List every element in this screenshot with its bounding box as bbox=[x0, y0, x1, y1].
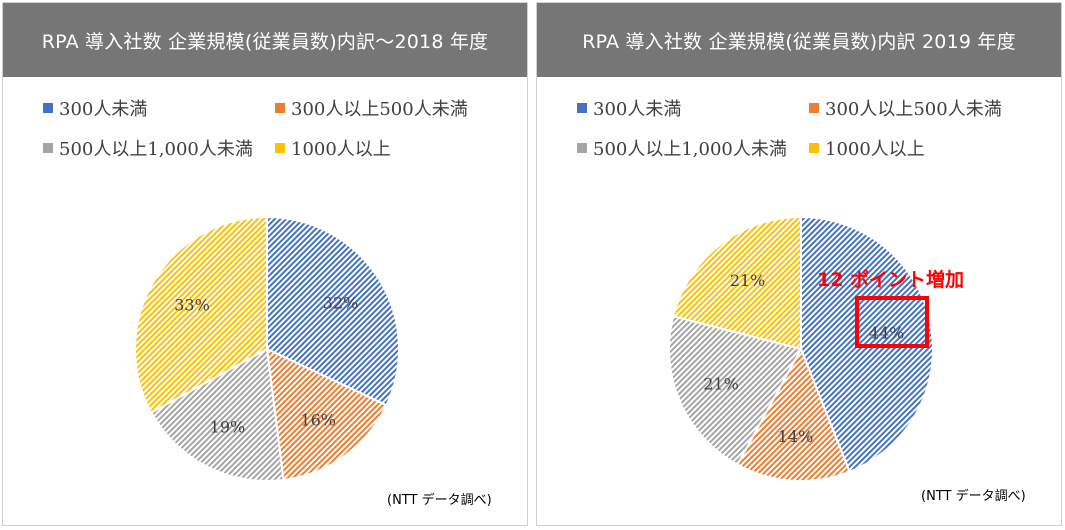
legend-item: 500人以上1,000人未満 bbox=[577, 135, 787, 161]
legend-swatch bbox=[809, 103, 819, 113]
slice-label: 19% bbox=[210, 418, 246, 437]
slice-300-500 bbox=[736, 346, 851, 482]
chart-title: RPA 導入社数 企業規模(従業員数)内訳 2019 年度 bbox=[537, 3, 1061, 77]
slice-1000-plus bbox=[671, 215, 802, 351]
legend-swatch bbox=[577, 143, 587, 153]
legend-label: 1000人以上 bbox=[825, 139, 925, 160]
slice-1000-plus bbox=[134, 215, 268, 414]
legend-label: 300人未満 bbox=[59, 99, 148, 120]
slice-300-500 bbox=[265, 347, 388, 482]
legend-item: 300人未満 bbox=[577, 95, 681, 121]
slice-label: 32% bbox=[323, 293, 359, 312]
legend-swatch bbox=[275, 103, 285, 113]
legend-label: 300人以上500人未満 bbox=[825, 99, 1002, 120]
callout-highlight-box bbox=[855, 296, 929, 348]
pie-chart: 44% 14% 21% 21% bbox=[668, 215, 934, 482]
legend-label: 300人以上500人未満 bbox=[291, 99, 468, 120]
legend-label: 500人以上1,000人未満 bbox=[593, 139, 787, 160]
legend-swatch bbox=[577, 103, 587, 113]
legend-swatch bbox=[43, 143, 53, 153]
slice-label: 16% bbox=[300, 410, 336, 429]
legend-swatch bbox=[43, 103, 53, 113]
slice-label: 14% bbox=[778, 427, 814, 446]
legend-label: 1000人以上 bbox=[291, 139, 391, 160]
chart-title: RPA 導入社数 企業規模(従業員数)内訳～2018 年度 bbox=[3, 3, 527, 77]
legend-item: 300人以上500人未満 bbox=[275, 95, 468, 121]
slice-500-1000 bbox=[149, 347, 285, 482]
chart-panel-2019: RPA 導入社数 企業規模(従業員数)内訳 2019 年度 300人未満 300… bbox=[536, 2, 1062, 526]
source-note: (NTT データ調べ) bbox=[921, 489, 1026, 504]
callout-text: 12 ポイント増加 bbox=[817, 269, 965, 291]
legend-label: 300人未満 bbox=[593, 99, 682, 120]
slice-label: 21% bbox=[703, 375, 739, 394]
slice-label: 33% bbox=[174, 296, 210, 315]
legend-swatch bbox=[809, 143, 819, 153]
legend-item: 1000人以上 bbox=[275, 135, 391, 161]
pie-chart: 32% 16% 19% 33% bbox=[134, 215, 400, 482]
legend-swatch bbox=[275, 143, 285, 153]
chart-panel-2018: RPA 導入社数 企業規模(従業員数)内訳～2018 年度 300人未満 300… bbox=[2, 2, 528, 526]
source-note: (NTT データ調べ) bbox=[387, 493, 492, 508]
slice-label: 21% bbox=[730, 271, 766, 290]
legend-item: 500人以上1,000人未満 bbox=[43, 135, 253, 161]
legend-item: 300人以上500人未満 bbox=[809, 95, 1002, 121]
slice-500-1000 bbox=[668, 314, 803, 467]
slice-300-under bbox=[266, 215, 400, 407]
legend-label: 500人以上1,000人未満 bbox=[59, 139, 253, 160]
legend-item: 1000人以上 bbox=[809, 135, 925, 161]
slice-label: 44% bbox=[869, 324, 905, 343]
legend-item: 300人未満 bbox=[43, 95, 147, 121]
